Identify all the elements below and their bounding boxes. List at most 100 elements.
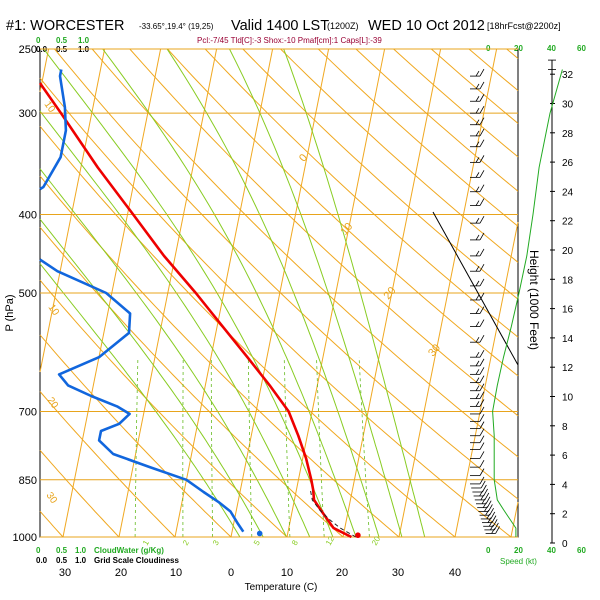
wind-barb (470, 435, 485, 444)
wind-barb (470, 184, 485, 193)
wind-barb-flag (488, 521, 493, 527)
wind-barb-flag (479, 215, 485, 224)
mixing-ratio-label: 5 (252, 538, 262, 547)
wind-barb-flag (475, 130, 480, 137)
wind-barb-flag (479, 128, 485, 137)
height-tick-label: 10 (562, 393, 574, 404)
wind-barb (470, 399, 485, 407)
wind-barb (470, 68, 485, 77)
pressure-tick-label: 1000 (13, 532, 37, 544)
wind-barb-flag (494, 522, 499, 531)
wind-barb (470, 128, 485, 137)
wind-barb-flag (479, 105, 485, 114)
height-tick-label: 12 (562, 363, 574, 374)
wind-barb (470, 335, 485, 343)
wind-barb-flag (475, 308, 480, 314)
wind-barb (473, 488, 488, 497)
dry-adiabat (39, 391, 176, 538)
wind-barb-flag (475, 172, 480, 178)
moist-adiabat (283, 48, 426, 538)
wind-barb-flag (479, 442, 485, 450)
x-tick-label: 30 (59, 567, 71, 579)
wind-barb (470, 391, 485, 400)
wind-barb-flag (479, 476, 485, 485)
wind-barb-flag (482, 502, 487, 508)
wind-barb (470, 139, 485, 148)
pressure-tick-label: 500 (19, 288, 37, 300)
speed-tick: 60 (577, 44, 586, 53)
wind-barb-flag (475, 401, 480, 407)
speed-tick: 20 (514, 44, 523, 53)
cloud-grid-tick: 0.0 (36, 556, 48, 565)
cloud-green-tick: 0 (36, 546, 41, 555)
wind-barb (470, 94, 485, 102)
wind-barb-flag (479, 367, 485, 375)
cloud-green-tick: 0 (36, 36, 41, 45)
height-tick-label: 6 (562, 451, 568, 462)
wind-barb-flag (486, 500, 492, 508)
wind-barb-flag (479, 490, 483, 497)
wind-barb (485, 526, 500, 534)
wind-barb-flag (479, 459, 485, 468)
wind-barb-flag (475, 186, 480, 192)
wind-barb (470, 170, 485, 178)
utc-time: (1200Z) (327, 21, 359, 31)
wind-barb-flag (490, 524, 494, 531)
mixing-ratio-label: 2 (181, 538, 191, 547)
wind-barb (478, 504, 493, 512)
station-title: #1: WORCESTER (6, 18, 124, 34)
x-tick-label: 40 (449, 567, 461, 579)
wind-barb-flag (495, 526, 500, 534)
wind-barb-flag (479, 170, 485, 178)
speed-tick: 40 (547, 546, 556, 555)
wind-barb (470, 232, 485, 241)
x-tick-label: 10 (170, 567, 182, 579)
wind-barb-flag (479, 358, 485, 367)
mixing-ratio-line (283, 357, 291, 538)
pressure-tick-label: 250 (19, 44, 37, 56)
speed-tick: 60 (577, 546, 586, 555)
wind-barb-flag (475, 360, 480, 367)
wind-barb-flag (475, 280, 480, 287)
wind-barb-flag (475, 157, 480, 163)
cloud-green-tick: 1.0 (75, 546, 87, 555)
wind-barb (477, 500, 492, 509)
wind-barb-flag (479, 248, 485, 257)
wind-barb-flag (475, 351, 480, 358)
pressure-tick-label: 700 (19, 406, 37, 418)
x-tick-label: 0 (228, 567, 234, 579)
wind-barb-flag (479, 406, 485, 415)
wind-barb-flag (475, 294, 480, 301)
wind-barb-flag (475, 250, 480, 257)
surface-dew-marker (256, 530, 263, 537)
series-line-parcel (309, 489, 357, 538)
wind-barb-flag (479, 451, 485, 459)
wind-barb (470, 442, 485, 450)
wind-barb-flag (488, 504, 493, 512)
moist-adiabat (39, 168, 287, 538)
wind-barb-flag (479, 335, 485, 343)
dry-adiabat (39, 279, 288, 538)
wind-barb-flag (491, 515, 497, 523)
moist-adiabat (229, 48, 403, 538)
wind-speed-profile (492, 69, 563, 537)
wind-barb-flag (475, 321, 480, 327)
wind-barb-flag (479, 155, 485, 163)
height-tick-label: 18 (562, 275, 574, 286)
x-tick-label: 20 (115, 567, 127, 579)
mixing-ratio-label: 1 (141, 538, 151, 547)
speed-scale-bottom: 0 20 40 60 Speed (kt) (486, 546, 586, 566)
wind-barb-flag (475, 266, 480, 272)
speed-label: Speed (kt) (500, 557, 537, 566)
wind-barb (470, 421, 485, 430)
chart-header: #1: WORCESTER -33.65°,19.4° (19,25) Vali… (6, 18, 561, 45)
wind-barb (471, 480, 486, 489)
x-axis-label: Temperature (C) (245, 582, 318, 593)
wind-barb-flag (479, 94, 485, 102)
height-tick-label: 20 (562, 246, 574, 257)
wind-barb-flag (479, 468, 485, 476)
wind-barb-flag (479, 421, 485, 429)
wind-barb-flag (482, 484, 487, 493)
wind-barb-flag (481, 498, 486, 505)
dry-adiabat (39, 77, 512, 538)
